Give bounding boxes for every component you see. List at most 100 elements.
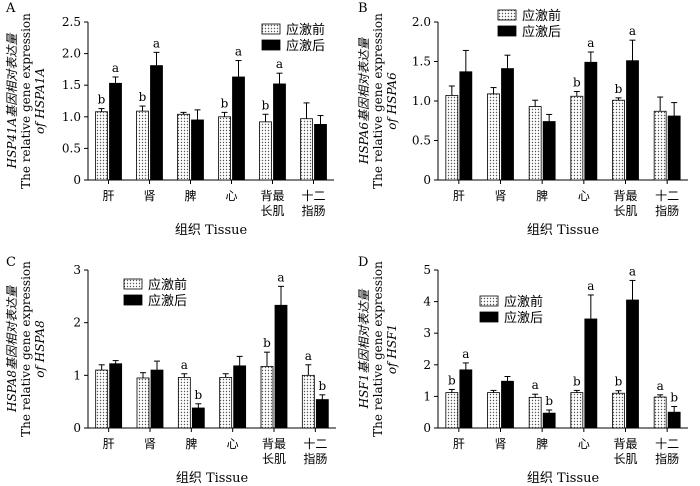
y-tick-label: 1.0 (412, 94, 431, 108)
y-tick-label: 2.0 (62, 47, 81, 61)
y-axis-label-line: HSPA6基因相对表达量 (357, 37, 371, 165)
x-tick-label: 背最 (613, 189, 637, 203)
legend-swatch-before (123, 278, 143, 290)
legend-label: 应激前 (522, 8, 561, 24)
bar-after-stress (667, 411, 681, 429)
y-tick-label: 0 (423, 173, 431, 187)
significance-letter: a (235, 45, 242, 59)
significance-letter: a (153, 36, 160, 50)
bar-before-stress (570, 392, 584, 429)
x-tick-label: 指肠 (301, 203, 325, 218)
bar-before-stress (218, 116, 231, 181)
x-tick-label: 长肌 (260, 204, 284, 218)
y-axis-label-line: The relative gene expression (371, 261, 385, 437)
x-tick-label: 十二 (303, 437, 327, 451)
x-tick-label: 脾 (184, 188, 196, 203)
x-tick-label: 心 (225, 189, 237, 203)
y-axis-label-line: The relative gene expression (19, 13, 33, 189)
bar-after-stress (584, 318, 598, 429)
bar-before-stress (136, 377, 150, 429)
x-tick-label: 肝 (453, 189, 465, 203)
bar-before-stress (612, 392, 625, 429)
panel-label: B (358, 1, 368, 16)
y-axis-label: HSPA6基因相对表达量 The relative gene expression… (357, 13, 399, 189)
bar-before-stress (570, 95, 584, 181)
legend-swatch-before (261, 23, 281, 35)
bar-after-stress (274, 304, 288, 429)
significance-letter: b (615, 82, 623, 96)
bar-after-stress (315, 399, 329, 429)
legend-label: 应激前 (286, 22, 325, 38)
bar-before-stress (445, 392, 459, 429)
y-axis-label-line: of HSF1 (385, 324, 399, 374)
bar-before-stress (612, 99, 625, 181)
significance-letter: b (448, 373, 456, 387)
y-tick-label: 2 (423, 358, 431, 372)
significance-letter: a (657, 379, 664, 393)
significance-letter: a (587, 36, 594, 50)
x-tick-label: 长肌 (613, 204, 637, 218)
bar-before-stress (301, 374, 315, 429)
y-tick-label: 0.5 (412, 134, 431, 148)
x-tick-label: 脾 (536, 436, 548, 451)
significance-letter: b (545, 394, 553, 408)
y-axis-label: HSPA8基因相对表达量 The relative gene expression… (5, 261, 47, 437)
bar-after-stress (459, 71, 473, 181)
x-tick-label: 肾 (494, 437, 506, 451)
y-tick-label: 5 (423, 263, 431, 277)
y-tick-label: 4 (423, 295, 431, 309)
bar-after-stress (233, 365, 247, 429)
bar-after-stress (232, 76, 245, 181)
legend-label: 应激后 (286, 38, 325, 54)
y-tick-label: 0 (73, 173, 81, 187)
significance-letter: a (112, 61, 119, 75)
x-tick-label: 脾 (185, 436, 197, 451)
chart-panel-a: A 0 0.5 1.0 1.5 2.0 2.5 HSP41A基因相对表达量 The relati… (5, 1, 334, 238)
bar-after-stress (667, 115, 681, 181)
y-tick-label: 3 (73, 263, 81, 277)
bar-after-stress (501, 380, 514, 429)
bar-after-stress (109, 363, 123, 429)
bar-after-stress (109, 82, 122, 181)
legend-label: 应激后 (504, 310, 543, 326)
y-tick-label: 0.5 (62, 141, 81, 155)
x-tick-label: 长肌 (262, 452, 286, 466)
bar-after-stress (150, 65, 163, 181)
panel-label: D (358, 255, 368, 270)
bar-after-stress (273, 83, 286, 181)
bar-before-stress (95, 111, 108, 181)
x-tick-label: 肾 (144, 437, 156, 451)
bar-after-stress (191, 119, 204, 181)
y-tick-label: 1 (423, 389, 431, 403)
y-axis-label-line: HSPA8基因相对表达量 (5, 285, 19, 413)
bar-before-stress (300, 118, 313, 181)
y-tick-label: 3 (423, 326, 431, 340)
bar-before-stress (528, 396, 542, 429)
bar-after-stress (626, 60, 639, 181)
bar-before-stress (259, 121, 272, 181)
y-axis-label-line: of HSPA6 (385, 72, 399, 130)
y-tick-label: 2.0 (412, 15, 431, 29)
x-axis-label: 组织 Tissue (175, 223, 248, 238)
y-axis-label-line: HSP41A基因相对表达量 (5, 33, 19, 170)
significance-letter: a (277, 270, 284, 284)
significance-letter: b (615, 375, 623, 389)
x-tick-label: 十二 (655, 437, 679, 451)
bar-after-stress (314, 123, 327, 181)
bar-after-stress (626, 299, 639, 429)
legend-swatch-after (123, 294, 143, 306)
legend-label: 应激后 (522, 24, 561, 40)
y-tick-label: 1.5 (62, 78, 81, 92)
x-tick-label: 十二 (655, 189, 679, 203)
panel-label: A (5, 1, 16, 16)
y-axis-label-line: of HSPA1A (33, 68, 47, 134)
significance-letter: b (139, 90, 147, 104)
significance-letter: a (276, 57, 283, 71)
significance-letter: a (181, 358, 188, 372)
bar-after-stress (191, 407, 205, 429)
y-tick-label: 1.5 (412, 55, 431, 69)
